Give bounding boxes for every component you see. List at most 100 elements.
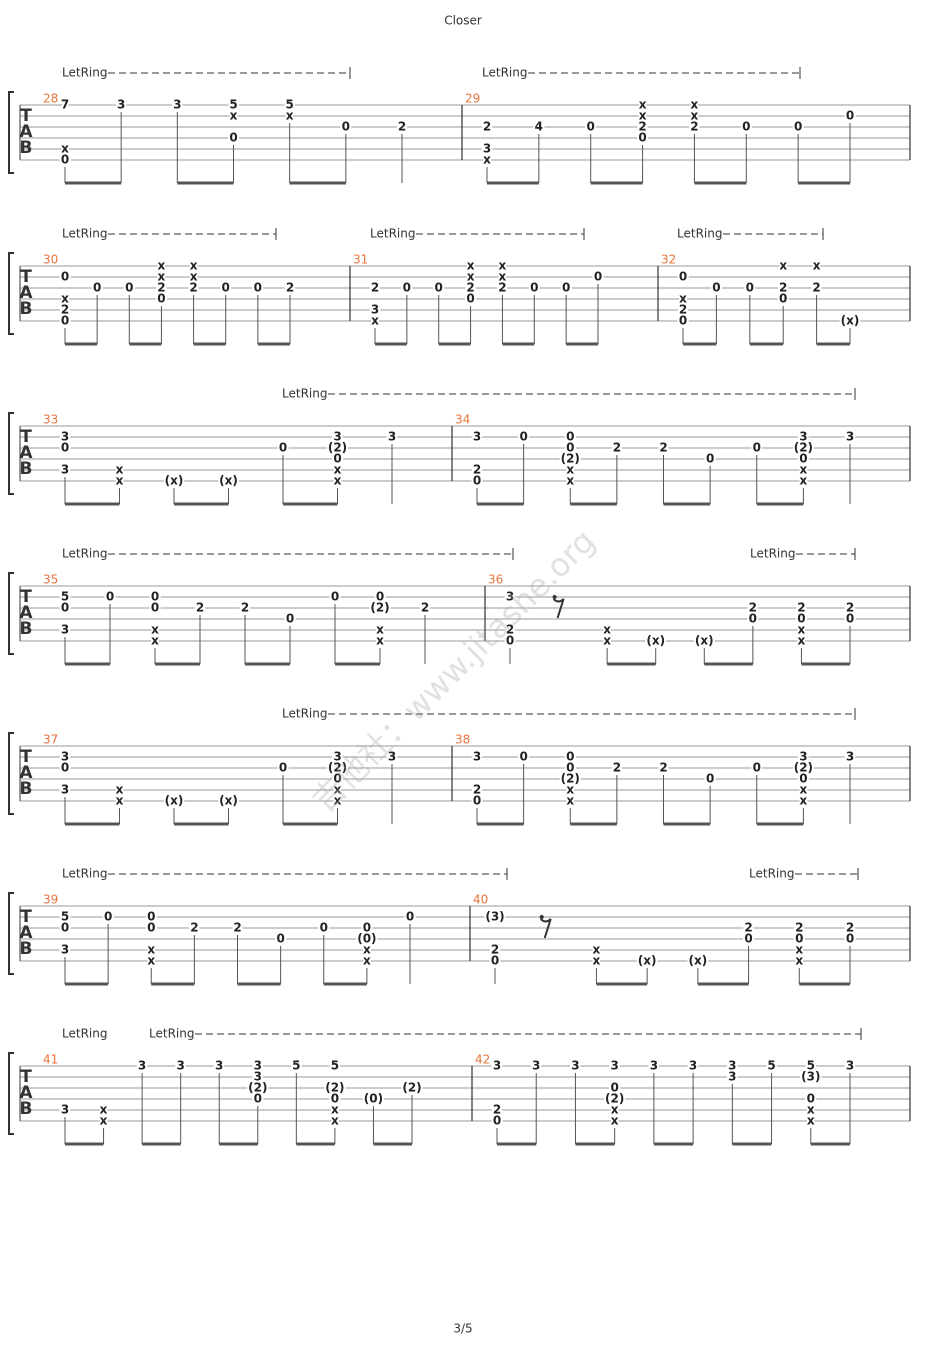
fret-number: x (800, 783, 808, 797)
fret-number: 3 (61, 430, 69, 444)
fret-number: 3 (254, 1059, 262, 1073)
fret-number: 0 (473, 474, 481, 488)
fret-number: 0 (749, 612, 757, 626)
fret-number: 3 (610, 1059, 618, 1073)
rest-dot (539, 915, 544, 919)
fret-number: 2 (659, 441, 667, 455)
fret-number: 0 (466, 292, 474, 306)
fret-number: 2 (61, 303, 69, 317)
fret-number: 3 (371, 303, 379, 317)
fret-number: x (795, 954, 803, 968)
fret-number: 0 (151, 590, 159, 604)
watermark: 吉他社：www.jitashe.org (305, 522, 603, 820)
fret-number: (x) (638, 954, 657, 968)
fret-number: 0 (799, 452, 807, 466)
fret-number: 0 (753, 441, 761, 455)
fret-number: 0 (519, 430, 527, 444)
fret-number: x (467, 270, 475, 284)
measure-number: 40 (473, 893, 488, 907)
fret-number: x (230, 109, 238, 123)
fret-number: x (61, 142, 69, 156)
fret-number: (x) (219, 794, 238, 808)
fret-number: 0 (506, 634, 514, 648)
fret-number: 4 (535, 120, 543, 134)
fret-number: 0 (106, 590, 114, 604)
fret-number: (3) (801, 1070, 820, 1084)
fret-number: x (190, 270, 198, 284)
fret-number: 0 (333, 772, 341, 786)
fret-number: x (813, 259, 821, 273)
fret-number: 3 (799, 750, 807, 764)
fret-number: x (603, 623, 611, 637)
fret-number: 0 (331, 590, 339, 604)
measure-number: 36 (488, 573, 503, 587)
fret-number: 0 (151, 601, 159, 615)
fret-number: 0 (746, 281, 754, 295)
fret-number: x (151, 623, 159, 637)
fret-number: 2 (846, 601, 854, 615)
fret-number: x (190, 259, 198, 273)
let-ring-label: LetRing (370, 227, 415, 241)
fret-number: 0 (519, 750, 527, 764)
fret-number: x (61, 292, 69, 306)
measure-number: 38 (455, 733, 470, 747)
fret-number: (2) (328, 441, 347, 455)
tab-clef-letter: T (20, 747, 32, 767)
fret-number: 0 (807, 1092, 815, 1106)
fret-number: 0 (286, 612, 294, 626)
fret-number: 0 (61, 270, 69, 284)
fret-number: x (566, 794, 574, 808)
fret-number: x (147, 943, 155, 957)
fret-number: 3 (176, 1059, 184, 1073)
song-title: Closer (444, 14, 482, 28)
fret-number: 0 (279, 761, 287, 775)
fret-number: (3) (485, 910, 504, 924)
system-bracket (8, 572, 14, 655)
tab-clef-letter: T (20, 587, 32, 607)
tab-clef-letter: A (19, 763, 33, 783)
fret-number: 2 (241, 601, 249, 615)
fret-number: 5 (229, 98, 237, 112)
fret-number: x (639, 109, 647, 123)
fret-number: 3 (173, 98, 181, 112)
tab-clef-letter: A (19, 283, 33, 303)
fret-number: 2 (779, 281, 787, 295)
fret-number: 0 (222, 281, 230, 295)
fret-number: (x) (646, 634, 665, 648)
fret-number: 0 (797, 612, 805, 626)
fret-number: x (639, 98, 647, 112)
fret-number: (x) (165, 794, 184, 808)
fret-number: 2 (506, 623, 514, 637)
fret-number: 2 (421, 601, 429, 615)
fret-number: x (116, 794, 124, 808)
fret-number: 0 (276, 932, 284, 946)
fret-number: x (603, 634, 611, 648)
fret-number: 0 (799, 772, 807, 786)
fret-number: 0 (491, 954, 499, 968)
fret-number: x (800, 463, 808, 477)
fret-number: 2 (613, 761, 621, 775)
fret-number: x (100, 1114, 108, 1128)
fret-number: x (467, 259, 475, 273)
fret-number: 2 (190, 921, 198, 935)
fret-number: 5 (807, 1059, 815, 1073)
fret-number: x (499, 270, 507, 284)
fret-number: 3 (728, 1070, 736, 1084)
fret-number: 0 (376, 590, 384, 604)
rest (540, 918, 552, 939)
fret-number: (2) (325, 1081, 344, 1095)
fret-number: 0 (147, 921, 155, 935)
fret-number: (2) (794, 761, 813, 775)
tab-clef-letter: T (20, 106, 32, 126)
fret-number: (2) (561, 452, 580, 466)
tab-clef-letter: B (20, 1099, 33, 1119)
fret-number: (2) (561, 772, 580, 786)
fret-number: (0) (364, 1092, 383, 1106)
system-bracket (8, 732, 14, 815)
fret-number: x (158, 259, 166, 273)
fret-number: 0 (566, 430, 574, 444)
tab-clef-letter: T (20, 267, 32, 287)
fret-number: 3 (532, 1059, 540, 1073)
let-ring-label: LetRing (149, 1027, 194, 1041)
